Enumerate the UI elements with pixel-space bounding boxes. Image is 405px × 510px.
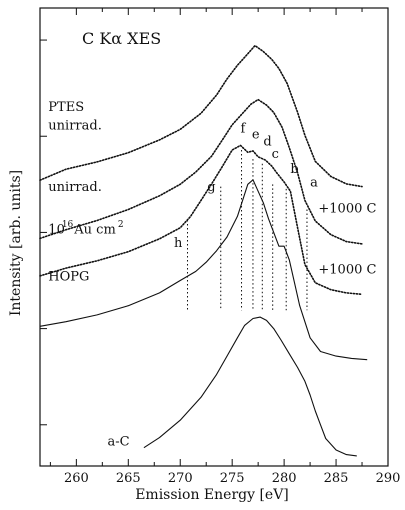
series-line-4 xyxy=(143,316,357,457)
feature-label-b: b xyxy=(290,162,298,177)
feature-label-f: f xyxy=(240,122,246,137)
x-axis-label: Emission Energy [eV] xyxy=(135,487,289,503)
x-tick-label: 290 xyxy=(376,471,401,486)
feature-label-d: d xyxy=(263,134,271,149)
feature-label-c: c xyxy=(272,147,279,162)
curve-label: +1000 C xyxy=(318,263,376,278)
spectra xyxy=(39,44,368,457)
x-tick-label: 285 xyxy=(324,471,349,486)
feature-label-a: a xyxy=(310,176,318,191)
series-line-2 xyxy=(39,144,363,296)
curve-label: unirrad. xyxy=(48,118,102,133)
y-axis-label: Intensity [arb. units] xyxy=(8,170,24,316)
series-line-3 xyxy=(39,179,368,361)
curve-label: +1000 C xyxy=(318,202,376,217)
chart-title: C Kα XES xyxy=(82,29,161,48)
curve-label: unirrad. xyxy=(48,180,102,195)
curve-label: PTES xyxy=(48,100,84,115)
plot-border xyxy=(39,7,389,467)
feature-label-h: h xyxy=(174,236,183,251)
x-tick-label: 260 xyxy=(64,471,89,486)
x-tick-label: 270 xyxy=(168,471,193,486)
series-line-0 xyxy=(39,44,363,188)
curve-label: 2 xyxy=(118,220,124,230)
curve-label: Au cm xyxy=(73,222,116,237)
x-tick-label: 265 xyxy=(116,471,141,486)
curve-label: HOPG xyxy=(48,270,89,285)
series-line-1 xyxy=(39,98,363,245)
curve-label: 16 xyxy=(62,220,74,230)
x-tick-label: 275 xyxy=(220,471,245,486)
plot-frame xyxy=(39,7,389,467)
feature-label-e: e xyxy=(252,128,260,143)
curve-label: a-C xyxy=(108,434,130,449)
axis-ticks: 260 265 270 275 280 285 290 xyxy=(40,8,400,486)
x-tick-label: 280 xyxy=(272,471,297,486)
curve-label: 10 xyxy=(48,222,65,237)
feature-label-g: g xyxy=(207,180,215,195)
